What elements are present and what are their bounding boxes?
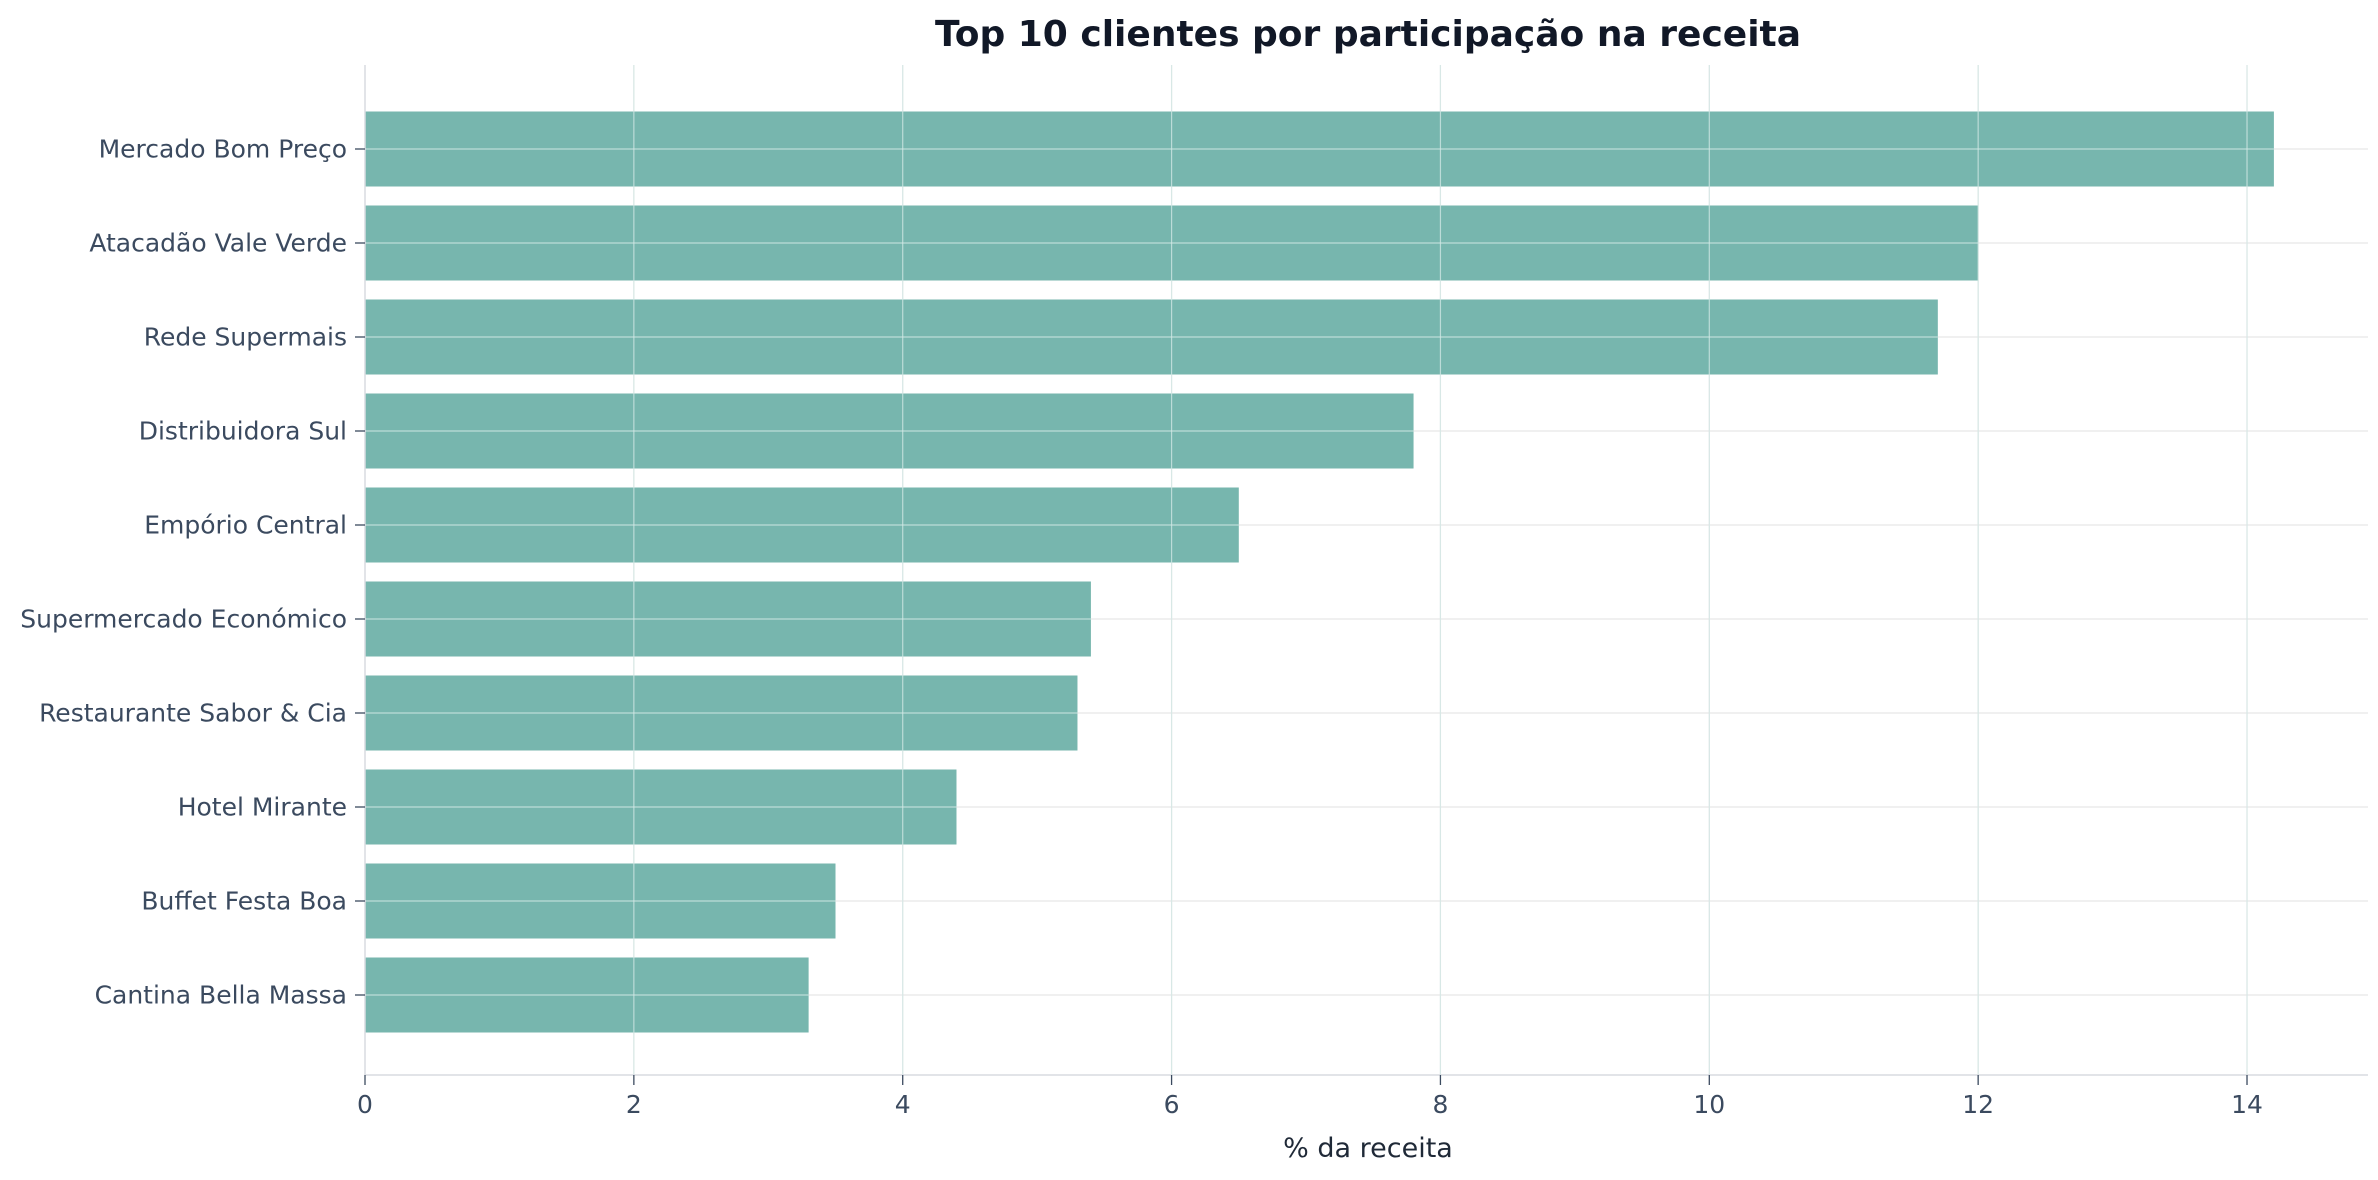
category-label: Empório Central	[144, 511, 347, 540]
x-tick-label: 8	[1432, 1090, 1448, 1119]
labels-layer: Mercado Bom Preço Atacadão Vale Verde Rede…	[20, 135, 2263, 1120]
x-tick-label: 4	[895, 1090, 911, 1119]
axes-layer	[355, 65, 2368, 1085]
x-tick-label: 6	[1164, 1090, 1180, 1119]
category-label: Buffet Festa Boa	[141, 887, 347, 916]
x-tick-label: 12	[1962, 1090, 1994, 1119]
category-label: Atacadão Vale Verde	[89, 229, 347, 258]
category-label: Hotel Mirante	[178, 793, 347, 822]
x-tick-label: 2	[626, 1090, 642, 1119]
category-label: Distribuidora Sul	[139, 417, 347, 446]
x-axis-label: % da receita	[1283, 1133, 1453, 1164]
x-tick-label: 14	[2231, 1090, 2263, 1119]
bars-layer	[365, 111, 2274, 1033]
category-label: Restaurante Sabor & Cia	[39, 699, 347, 728]
chart-title: Top 10 clientes por participação na rece…	[935, 14, 1801, 55]
category-label: Rede Supermais	[144, 323, 347, 352]
x-tick-label: 0	[357, 1090, 373, 1119]
x-tick-label: 10	[1693, 1090, 1725, 1119]
category-label: Supermercado Económico	[20, 605, 347, 634]
category-label: Mercado Bom Preço	[99, 135, 347, 164]
category-label: Cantina Bella Massa	[95, 981, 347, 1010]
grid-overlay	[365, 65, 2274, 1075]
